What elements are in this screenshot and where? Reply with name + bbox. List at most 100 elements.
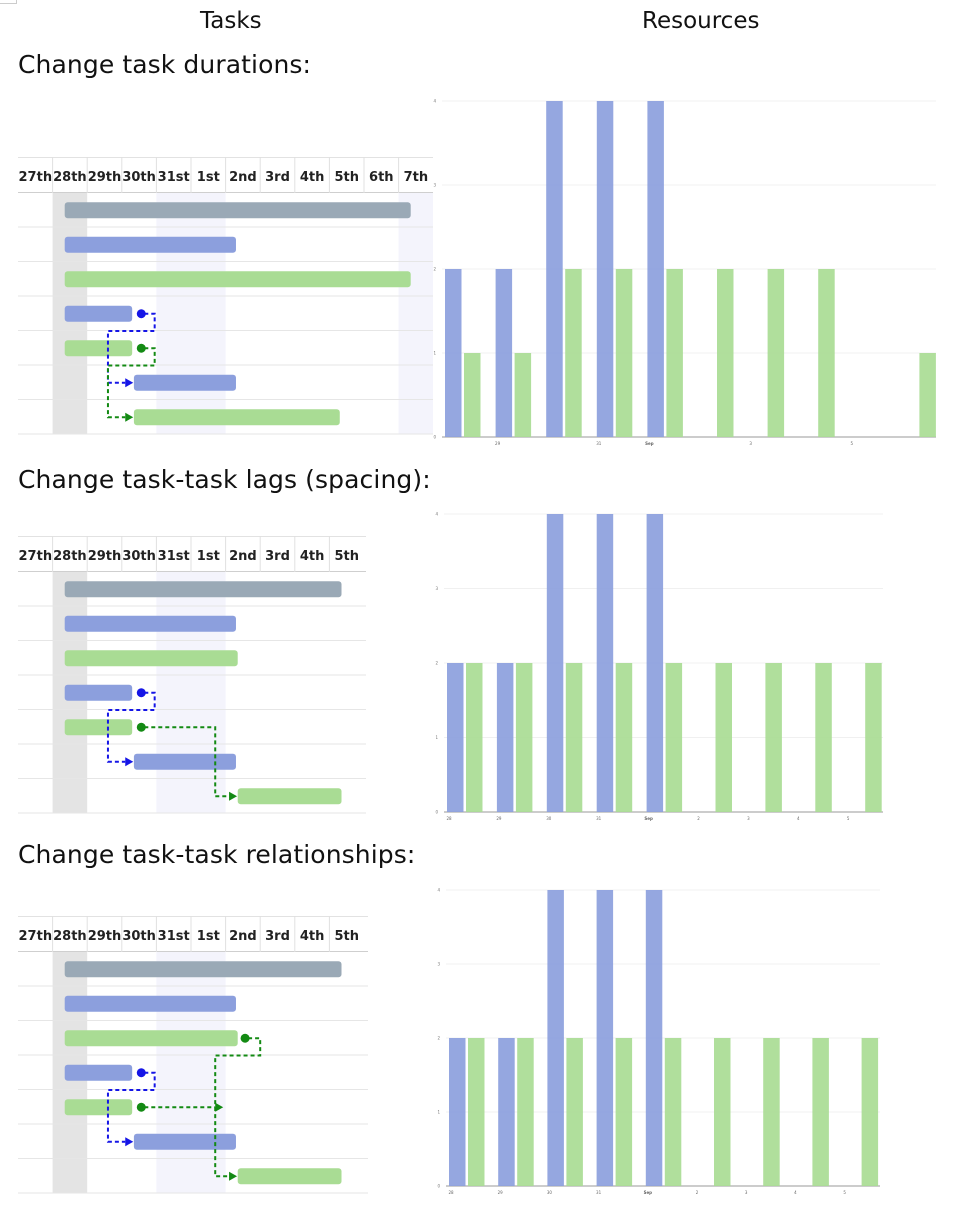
resource-bar <box>861 1038 879 1186</box>
window-corner <box>0 0 17 4</box>
day-label: 27th <box>19 170 53 185</box>
dependency-link <box>106 347 156 419</box>
task-bar <box>133 409 340 426</box>
resource-bar <box>645 890 663 1186</box>
day-label: 4th <box>300 929 325 944</box>
link-start-dot <box>136 688 146 698</box>
resource-bar <box>466 663 483 812</box>
y-tick-label: 4 <box>433 99 436 104</box>
resource-bar <box>496 663 514 812</box>
resource-bar <box>717 269 734 437</box>
link-arrow <box>125 757 134 767</box>
resource-chart-durations: 0 1 2 3 4 29 31 Sep 3 5 <box>433 99 936 446</box>
task-bar <box>64 581 342 598</box>
x-tick-label: 4 <box>794 1190 797 1195</box>
resource-bar <box>646 514 664 812</box>
link-start-dot <box>136 1068 146 1078</box>
day-label: 30th <box>122 549 156 564</box>
day-label: 3rd <box>265 170 290 185</box>
day-label: 3rd <box>265 549 290 564</box>
task-bar <box>64 202 411 219</box>
gantt-lags: 27th 28th 29th 30th 31st 1st 2nd 3rd 4th 5th <box>18 536 366 814</box>
task-bar <box>64 1099 133 1116</box>
resource-chart-relationships: 0 1 2 3 4 28 29 30 31 Sep 2 3 4 5 <box>437 888 880 1195</box>
task-bar <box>133 753 236 770</box>
link-start-dot <box>136 309 146 319</box>
x-tick-label: 31 <box>596 816 602 821</box>
task-bar <box>64 719 133 736</box>
link-arrow <box>229 1171 238 1181</box>
day-label: 2nd <box>229 929 257 944</box>
resource-bar <box>566 1038 583 1186</box>
x-tick-label: 3 <box>745 1190 748 1195</box>
day-label: 5th <box>334 170 359 185</box>
day-label: 30th <box>122 929 156 944</box>
x-tick-label: 29 <box>495 441 501 446</box>
link-start-dot <box>136 343 146 353</box>
task-bar <box>64 684 133 701</box>
link-start-dot <box>136 1102 146 1112</box>
resource-bar <box>498 1038 515 1186</box>
x-tick-label: 5 <box>843 1190 846 1195</box>
day-label: 5th <box>334 929 359 944</box>
task-bar <box>64 1030 238 1047</box>
x-tick-label: Sep <box>645 441 654 446</box>
link-arrow <box>229 791 238 801</box>
y-tick-label: 4 <box>437 888 440 893</box>
day-label: 1st <box>197 170 220 185</box>
resource-bar <box>666 269 683 437</box>
y-tick-label: 3 <box>433 183 436 188</box>
day-label: 31st <box>158 170 190 185</box>
gantt-relationships: 27th 28th 29th 30th 31st 1st 2nd 3rd 4th 5th <box>18 916 368 1194</box>
resource-bar <box>815 663 832 812</box>
resource-bar <box>865 663 882 812</box>
resource-bar <box>514 353 532 437</box>
gantt-durations: 27th 28th 29th 30th 31st 1st 2nd 3rd 4th 5th 6th 7t… <box>18 157 433 435</box>
day-label: 28th <box>53 170 87 185</box>
day-label: 6th <box>369 170 394 185</box>
x-tick-label: 3 <box>749 441 752 446</box>
link-arrow <box>125 378 134 388</box>
highlight-column <box>156 952 226 1194</box>
x-tick-label: Sep <box>644 1190 653 1195</box>
day-label: 28th <box>53 929 87 944</box>
resource-bar <box>445 269 462 437</box>
resource-bar <box>468 1038 485 1186</box>
day-label: 5th <box>334 549 359 564</box>
y-tick-label: 4 <box>435 512 438 517</box>
resource-bar <box>919 353 936 437</box>
day-label: 3rd <box>265 929 290 944</box>
x-tick-label: 30 <box>547 1190 553 1195</box>
task-bar <box>64 1064 133 1081</box>
resource-bar <box>715 663 732 812</box>
y-tick-label: 2 <box>433 267 436 272</box>
resource-bar <box>517 1038 534 1186</box>
resource-bar <box>565 269 582 437</box>
x-tick-label: 29 <box>498 1190 504 1195</box>
day-label: 27th <box>19 929 53 944</box>
y-tick-label: 2 <box>435 661 438 666</box>
x-tick-label: 5 <box>851 441 854 446</box>
x-tick-label: 2 <box>697 816 700 821</box>
day-label: 2nd <box>229 170 257 185</box>
dependency-link <box>106 312 156 384</box>
resource-bar <box>449 1038 466 1186</box>
resource-bar <box>665 663 683 812</box>
y-tick-label: 3 <box>437 962 440 967</box>
x-tick-label: 3 <box>747 816 750 821</box>
y-tick-label: 0 <box>433 435 436 440</box>
task-bar <box>237 1168 342 1185</box>
resource-bar <box>615 1038 633 1186</box>
task-bar <box>133 1133 236 1150</box>
resource-bar <box>596 514 614 812</box>
link-start-dot <box>136 722 146 732</box>
x-tick-label: 28 <box>448 1190 454 1195</box>
task-bar <box>64 305 133 322</box>
x-tick-label: Sep <box>644 816 653 821</box>
day-label: 1st <box>197 549 220 564</box>
section-title-durations: Change task durations: <box>18 50 312 79</box>
section-title-relationships: Change task-task relationships: <box>18 840 416 869</box>
task-bar <box>133 374 236 391</box>
dependency-link <box>144 726 230 798</box>
resource-bar <box>596 890 614 1186</box>
